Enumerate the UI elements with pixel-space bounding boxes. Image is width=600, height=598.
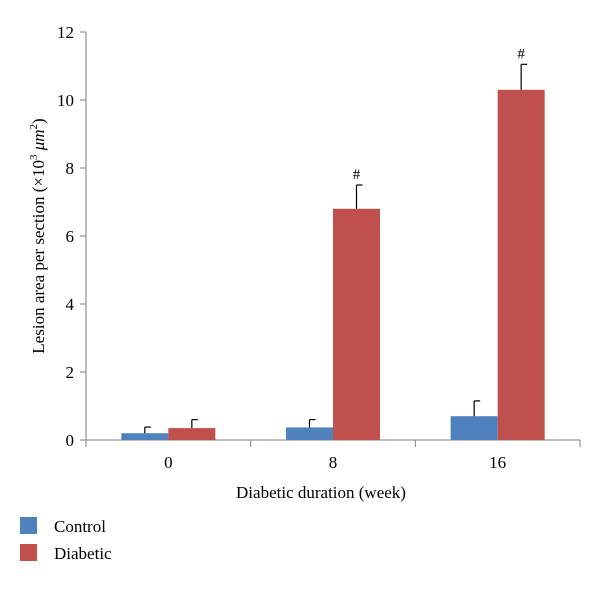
legend-label-diabetic: Diabetic	[54, 544, 112, 563]
y-axis-label-close: )	[29, 118, 48, 124]
y-axis-label-unit: μm	[29, 129, 48, 154]
y-axis: 0 2 4 6 8 10 12	[57, 23, 87, 450]
significance-marker: #	[353, 167, 361, 183]
legend-swatch-control	[20, 517, 37, 534]
y-axis-label-main: Lesion area per section (×10	[29, 160, 48, 354]
legend: Control Diabetic	[20, 517, 112, 563]
x-axis: 0 8 16	[85, 439, 581, 472]
x-axis-label: Diabetic duration (week)	[236, 483, 406, 502]
bar-control	[450, 416, 498, 440]
bar-control	[286, 427, 333, 440]
y-tick-label: 8	[66, 159, 75, 178]
y-tick-label: 12	[57, 23, 74, 42]
y-tick-label: 2	[66, 363, 75, 382]
x-tick-label: 0	[164, 453, 173, 472]
bars: ##	[121, 46, 545, 441]
y-axis-label-exp-3: 3	[28, 154, 40, 160]
bar-control	[121, 433, 169, 440]
y-tick-label: 6	[66, 227, 75, 246]
bar-diabetic	[168, 428, 216, 440]
x-tick-label: 8	[329, 453, 338, 472]
significance-marker: #	[517, 46, 525, 62]
x-tick-label: 16	[489, 453, 506, 472]
y-tick-label: 4	[66, 295, 75, 314]
bar-diabetic	[333, 208, 380, 440]
y-tick-label: 10	[57, 91, 74, 110]
legend-swatch-diabetic	[20, 544, 37, 561]
y-axis-label: Lesion area per section (×103 μm2)	[28, 118, 48, 353]
y-axis-label-exp-2: 2	[28, 124, 40, 130]
y-tick-label: 0	[66, 431, 75, 450]
bar-diabetic	[497, 89, 545, 441]
legend-label-control: Control	[54, 517, 106, 536]
